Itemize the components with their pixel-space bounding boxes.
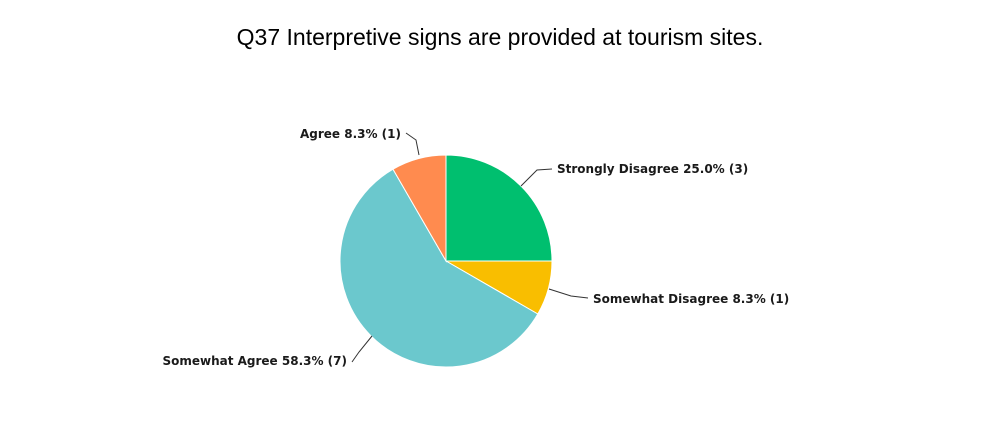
leader-line-strongly-disagree (520, 168, 553, 187)
pie-slice-agree (392, 154, 447, 263)
slice-label-strongly-disagree: Strongly Disagree 25.0% (3) (557, 162, 748, 176)
slice-label-somewhat-disagree: Somewhat Disagree 8.3% (1) (593, 292, 789, 306)
slice-label-somewhat-agree: Somewhat Agree 58.3% (7) (162, 354, 347, 368)
slice-label-agree: Agree 8.3% (1) (300, 127, 401, 141)
pie-slices (339, 154, 553, 368)
pie-slice-somewhat-agree (339, 168, 539, 368)
pie-slice-strongly-disagree (445, 154, 553, 262)
leader-line-agree (405, 132, 420, 156)
leader-line-somewhat-disagree (548, 288, 589, 299)
slice-labels: Strongly Disagree 25.0% (3) Somewhat Disa… (162, 127, 789, 368)
chart-title: Q37 Interpretive signs are provided at t… (236, 24, 764, 50)
leader-line-somewhat-agree (351, 335, 373, 363)
leader-lines (351, 132, 589, 363)
